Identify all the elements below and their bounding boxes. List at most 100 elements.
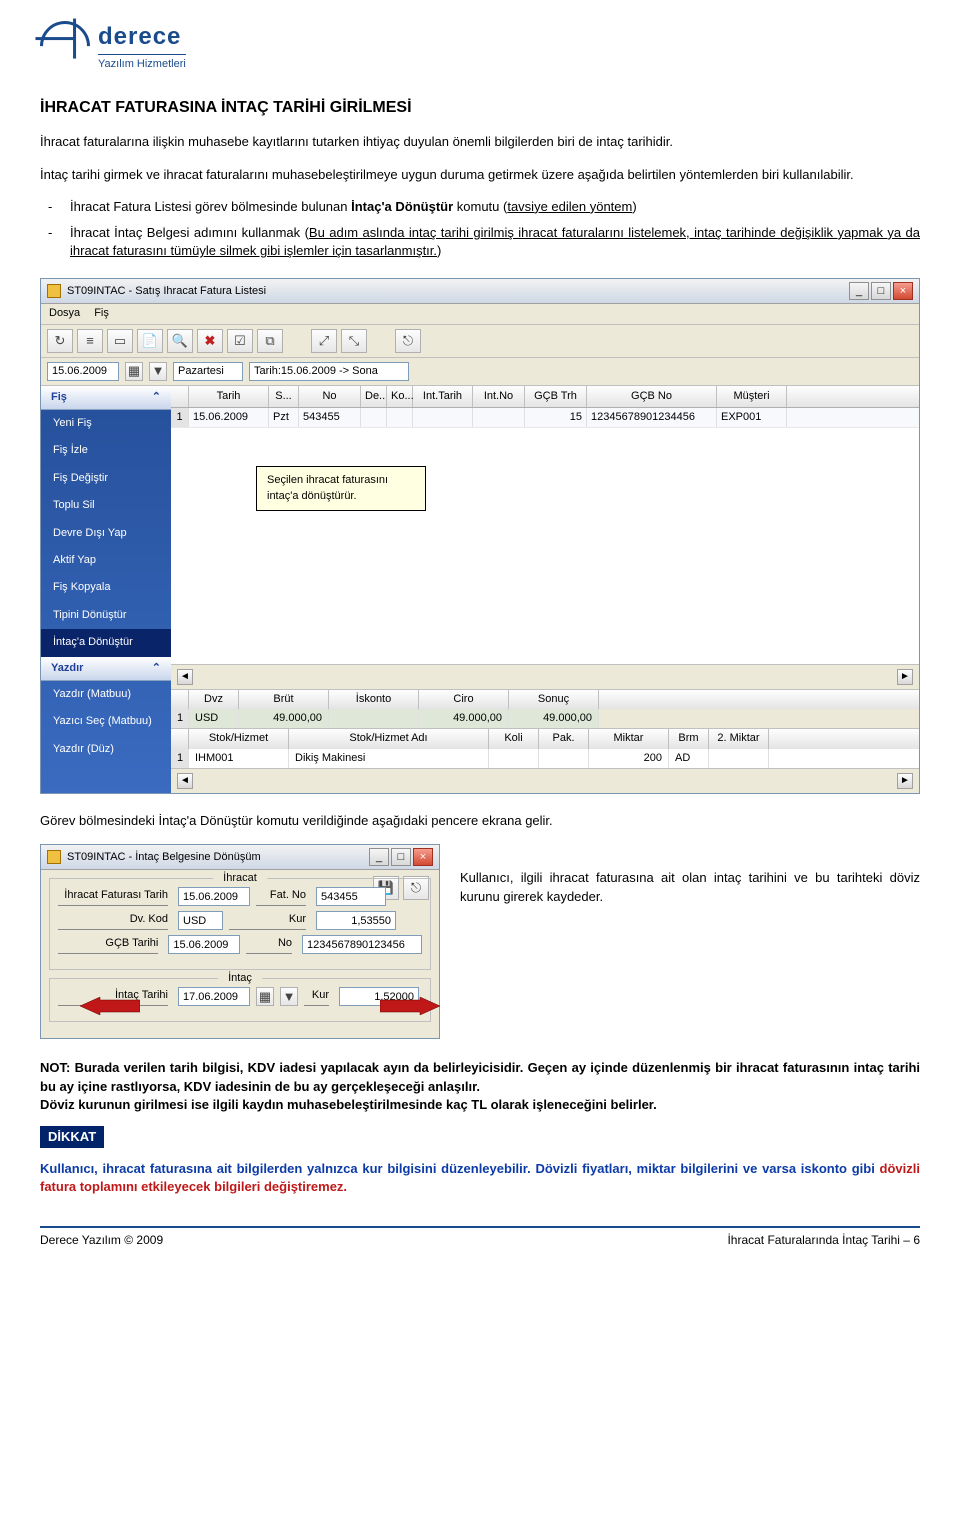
gcb-no-input[interactable] [302,935,422,954]
p3: Görev bölmesindeki İntaç'a Dönüştür komu… [40,812,920,830]
calendar-icon[interactable]: ▦ [256,987,274,1006]
toolbar: ↻ ≡ ▭ 📄 🔍 ✖ ☑ ⧉ ⤢ ⤡ ⎋ [41,325,919,358]
panel-hdr-fis[interactable]: Fiş ⌃ [41,386,171,410]
grid-row[interactable]: 1 15.06.2009 Pzt 543455 15 1234567890123… [171,408,919,428]
minimize-button[interactable]: _ [369,848,389,866]
sidebar-item-yazdir-matbuu[interactable]: Yazdır (Matbuu) [41,681,171,708]
dropdown-icon[interactable]: ▼ [280,987,298,1006]
sidebar-item-fis-degistir[interactable]: Fiş Değiştir [41,465,171,492]
logo-brand: derece [98,20,186,54]
detail-grid: Stok/Hizmet Stok/Hizmet Adı Koli Pak. Mi… [171,728,919,768]
logo: derece Yazılım Hizmetleri [40,20,920,72]
page-title: İHRACAT FATURASINA İNTAÇ TARİHİ GİRİLMES… [40,97,920,119]
intro-p2: İntaç tarihi girmek ve ihracat faturalar… [40,166,920,184]
scroll-right-icon[interactable]: ► [897,669,913,685]
fatno-input[interactable] [316,887,386,906]
arrow-annotation-2 [380,997,440,1015]
group-intac: İntaç İntaç Tarihi ▦ ▼ Kur [49,978,431,1022]
exit-icon[interactable]: ⎋ [395,329,421,353]
menu-fis[interactable]: Fiş [94,306,109,321]
footer-right: İhracat Faturalarında İntaç Tarihi – 6 [727,1232,920,1249]
method-1: İhracat Fatura Listesi görev bölmesinde … [70,198,920,216]
new-icon[interactable]: ▭ [107,329,133,353]
check-icon[interactable]: ☑ [227,329,253,353]
summary-grid: Dvz Brüt İskonto Ciro Sonuç 1 USD 49.000… [171,689,919,729]
logo-text: derece Yazılım Hizmetleri [98,20,186,72]
menu-dosya[interactable]: Dosya [49,306,80,321]
intac-tarih-input[interactable] [178,987,250,1006]
scroll-left-icon[interactable]: ◄ [177,669,193,685]
dialog-side-text: Kullanıcı, ilgili ihracat faturasına ait… [460,844,920,905]
sidebar-item-fis-izle[interactable]: Fiş İzle [41,437,171,464]
note-2: Kullanıcı, ihracat faturasına ait bilgil… [40,1160,920,1196]
close-button[interactable]: × [413,848,433,866]
chevron-up-icon: ⌃ [152,661,161,676]
sidebar-item-yazdir-duz[interactable]: Yazdır (Düz) [41,736,171,763]
grid-empty-area: Seçilen ihracat faturasını intaç'a dönüş… [171,428,919,663]
gcb-tarih-input[interactable] [168,935,240,954]
group-ihracat: İhracat İhracat Faturası Tarih Fat. No D… [49,878,431,970]
refresh-icon[interactable]: ↻ [47,329,73,353]
doc-icon[interactable]: 📄 [137,329,163,353]
screenshot-dialog: ST09INTAC - İntaç Belgesine Dönüşüm _ □ … [40,844,440,1039]
maximize-button[interactable]: □ [871,282,891,300]
note-1: NOT: Burada verilen tarih bilgisi, KDV i… [40,1059,920,1114]
list-icon[interactable]: ≡ [77,329,103,353]
tooltip: Seçilen ihracat faturasını intaç'a dönüş… [256,466,426,511]
titlebar: ST09INTAC - Satış Ihracat Fatura Listesi… [41,279,919,304]
sidebar-item-fis-kopyala[interactable]: Fiş Kopyala [41,574,171,601]
sidebar-item-tipini-donustur[interactable]: Tipini Dönüştür [41,602,171,629]
maximize-button[interactable]: □ [391,848,411,866]
search-icon[interactable]: 🔍 [167,329,193,353]
dialog-row: ST09INTAC - İntaç Belgesine Dönüşüm _ □ … [40,844,920,1039]
app-icon [47,284,61,298]
method-list: İhracat Fatura Listesi görev bölmesinde … [40,198,920,261]
grid-header: Tarih S... No De.. Ko... Int.Tarih Int.N… [171,386,919,408]
sidebar-item-yazici-sec[interactable]: Yazıcı Seç (Matbuu) [41,708,171,735]
dlg-body: 💾 ⎋ İhracat İhracat Faturası Tarih Fat. … [41,870,439,1038]
close-button[interactable]: × [893,282,913,300]
main-pane: Tarih S... No De.. Ko... Int.Tarih Int.N… [171,386,919,793]
menubar: Dosya Fiş [41,304,919,324]
scrollbar-bottom: ◄ ► [171,768,919,793]
scroll-left-icon[interactable]: ◄ [177,773,193,789]
sidebar-item-aktif-yap[interactable]: Aktif Yap [41,547,171,574]
method-2: İhracat İntaç Belgesi adımını kullanmak … [70,224,920,260]
task-panel: Fiş ⌃ Yeni Fiş Fiş İzle Fiş Değiştir Top… [41,386,171,793]
footer: Derece Yazılım © 2009 İhracat Faturaları… [40,1226,920,1249]
logo-sub: Yazılım Hizmetleri [98,54,186,72]
filter-icon[interactable]: ▼ [149,362,167,381]
sidebar-item-devre-disi[interactable]: Devre Dışı Yap [41,520,171,547]
sidebar-item-yeni-fis[interactable]: Yeni Fiş [41,410,171,437]
panel-hdr-yazdir[interactable]: Yazdır ⌃ [41,657,171,681]
copy-icon[interactable]: ⧉ [257,329,283,353]
window-title: ST09INTAC - Satış Ihracat Fatura Listesi [67,284,266,299]
calendar-icon[interactable]: ▦ [125,362,143,381]
logo-mark [30,11,101,82]
expand-icon[interactable]: ⤢ [311,329,337,353]
window-body: Fiş ⌃ Yeni Fiş Fiş İzle Fiş Değiştir Top… [41,386,919,793]
sidebar-item-intaca-donustur[interactable]: İntaç'a Dönüştür [41,629,171,656]
intro-p1: İhracat faturalarına ilişkin muhasebe ka… [40,133,920,151]
app-icon [47,850,61,864]
delete-icon[interactable]: ✖ [197,329,223,353]
scrollbar-top: ◄ ► [171,664,919,689]
range-input[interactable] [249,362,409,381]
filter-bar: ▦ ▼ [41,358,919,386]
dlg-titlebar: ST09INTAC - İntaç Belgesine Dönüşüm _ □ … [41,845,439,870]
arrow-annotation-1 [80,997,140,1015]
ihracat-tarih-input[interactable] [178,887,250,906]
sidebar-item-toplu-sil[interactable]: Toplu Sil [41,492,171,519]
chevron-up-icon: ⌃ [152,390,161,405]
date-from-input[interactable] [47,362,119,381]
minimize-button[interactable]: _ [849,282,869,300]
dlg-title: ST09INTAC - İntaç Belgesine Dönüşüm [67,850,261,865]
dikkat-badge: DİKKAT [40,1126,104,1148]
footer-left: Derece Yazılım © 2009 [40,1232,163,1249]
screenshot-main-window: ST09INTAC - Satış Ihracat Fatura Listesi… [40,278,920,794]
collapse-icon[interactable]: ⤡ [341,329,367,353]
day-input[interactable] [173,362,243,381]
kur1-input[interactable] [316,911,396,930]
dvkod-input[interactable] [178,911,223,930]
scroll-right-icon[interactable]: ► [897,773,913,789]
